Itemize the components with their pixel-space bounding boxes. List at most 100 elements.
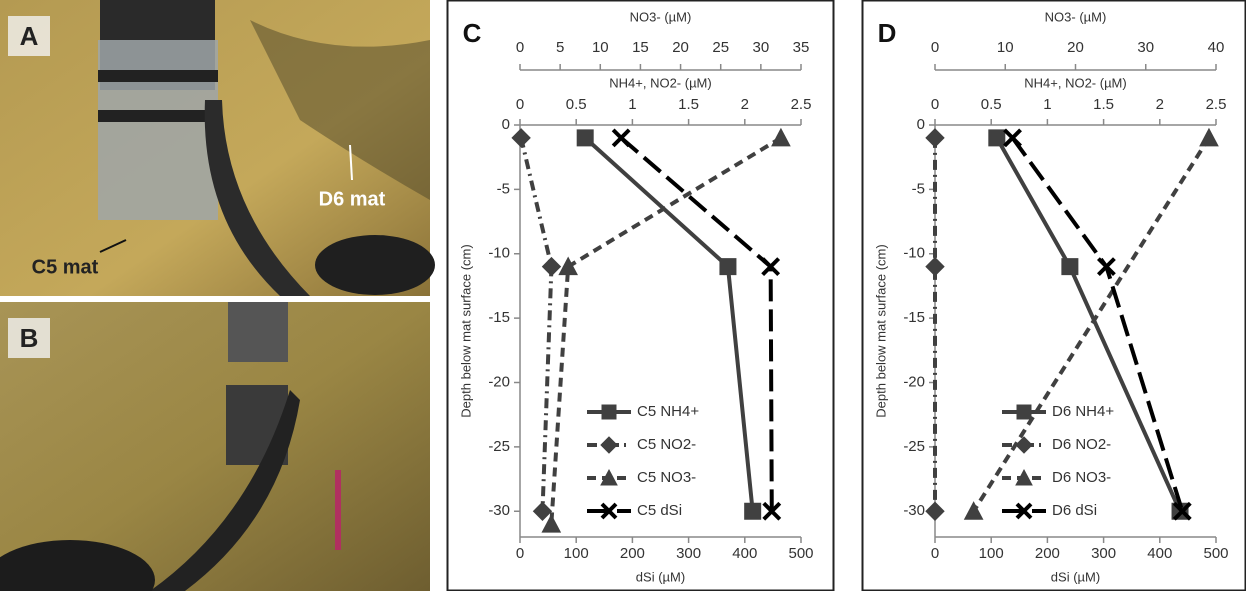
tick-label: -20 bbox=[488, 373, 510, 390]
tick-label: -25 bbox=[488, 438, 510, 455]
photo-b: B bbox=[0, 302, 430, 596]
tick-label: 100 bbox=[564, 545, 589, 562]
tick-label: 0 bbox=[931, 96, 939, 113]
photo-a: A C5 mat D6 mat bbox=[0, 0, 435, 296]
marker-cross bbox=[1096, 257, 1116, 277]
tick-label: -25 bbox=[903, 438, 925, 455]
legend-label: D6 NO2- bbox=[1052, 436, 1111, 453]
tick-label: 1 bbox=[1043, 96, 1051, 113]
tick-label: 100 bbox=[979, 545, 1004, 562]
tick-label: -30 bbox=[488, 502, 510, 519]
marker-cross bbox=[600, 502, 618, 520]
tick-label: -15 bbox=[488, 309, 510, 326]
marker-square bbox=[576, 129, 594, 147]
tick-label: 400 bbox=[1147, 545, 1172, 562]
tick-label: 10 bbox=[997, 39, 1014, 56]
tick-label: 40 bbox=[1208, 39, 1225, 56]
marker-square bbox=[1016, 404, 1032, 420]
tick-label: -5 bbox=[497, 180, 510, 197]
marker-diamond bbox=[1015, 436, 1033, 454]
marker-triangle bbox=[1015, 468, 1033, 486]
tick-label: -5 bbox=[912, 180, 925, 197]
marker-triangle bbox=[963, 501, 984, 520]
marker-diamond bbox=[541, 256, 562, 277]
axis-title: NH4+, NO2- (µM) bbox=[609, 75, 711, 90]
marker-diamond bbox=[925, 256, 945, 277]
series-line bbox=[519, 137, 554, 512]
axis-title: Depth below mat surface (cm) bbox=[458, 244, 473, 417]
axis-title: dSi (µM) bbox=[636, 569, 685, 584]
axis-title: Depth below mat surface (cm) bbox=[873, 244, 888, 417]
legend-label: C5 dSi bbox=[637, 502, 682, 519]
marker-diamond bbox=[925, 501, 945, 521]
tick-label: -20 bbox=[903, 373, 925, 390]
tick-label: 2.5 bbox=[1206, 96, 1227, 113]
marker-cross bbox=[762, 501, 782, 521]
marker-diamond bbox=[511, 128, 531, 148]
tick-label: 300 bbox=[676, 545, 701, 562]
tick-label: -10 bbox=[903, 245, 925, 262]
tick-label: 200 bbox=[620, 545, 645, 562]
panel-label: A bbox=[20, 21, 39, 51]
tick-label: 5 bbox=[556, 39, 564, 56]
marker-triangle bbox=[558, 256, 579, 276]
tick-label: 400 bbox=[732, 545, 757, 562]
marker-cross bbox=[611, 128, 631, 148]
legend-label: D6 NO3- bbox=[1052, 469, 1111, 486]
tick-label: 30 bbox=[753, 39, 770, 56]
tick-label: 2 bbox=[741, 96, 749, 113]
legend-label: C5 NO3- bbox=[637, 469, 696, 486]
tick-label: 0 bbox=[931, 39, 939, 56]
panel-label: B bbox=[20, 323, 39, 353]
tick-label: 0 bbox=[931, 545, 939, 562]
legend-label: D6 dSi bbox=[1052, 502, 1097, 519]
tick-label: 10 bbox=[592, 39, 609, 56]
photo-annotation: C5 mat bbox=[32, 256, 99, 278]
tick-label: -30 bbox=[903, 502, 925, 519]
tick-label: 25 bbox=[712, 39, 729, 56]
marker-triangle bbox=[771, 127, 791, 147]
tick-label: 1.5 bbox=[1093, 96, 1114, 113]
tick-label: 200 bbox=[1035, 545, 1060, 562]
tick-label: 0 bbox=[516, 545, 524, 562]
tick-label: 35 bbox=[793, 39, 810, 56]
panel-letter: C bbox=[463, 18, 482, 48]
legend-label: D6 NH4+ bbox=[1052, 403, 1114, 420]
marker-triangle bbox=[1199, 127, 1219, 147]
marker-square bbox=[744, 502, 762, 520]
tick-label: 1.5 bbox=[678, 96, 699, 113]
marker-cross bbox=[1015, 502, 1033, 520]
tick-label: 0 bbox=[502, 116, 510, 133]
tick-label: 15 bbox=[632, 39, 649, 56]
marker-square bbox=[601, 404, 617, 420]
marker-cross bbox=[1172, 501, 1192, 521]
legend-label: C5 NH4+ bbox=[637, 403, 699, 420]
marker-square bbox=[988, 129, 1006, 147]
legend-label: C5 NO2- bbox=[637, 436, 696, 453]
panel-letter: D bbox=[878, 18, 897, 48]
marker-diamond bbox=[532, 501, 553, 521]
tick-label: 0.5 bbox=[981, 96, 1002, 113]
tick-label: 20 bbox=[1067, 39, 1084, 56]
marker-square bbox=[1061, 258, 1079, 276]
tick-label: 500 bbox=[788, 545, 813, 562]
marker-square bbox=[719, 258, 737, 276]
tick-label: -10 bbox=[488, 245, 510, 262]
marker-diamond bbox=[925, 128, 945, 148]
tick-label: 1 bbox=[628, 96, 636, 113]
axis-title: dSi (µM) bbox=[1051, 569, 1100, 584]
series-line bbox=[995, 136, 1182, 513]
tick-label: 2.5 bbox=[791, 96, 812, 113]
tick-label: -15 bbox=[903, 309, 925, 326]
tick-label: 0.5 bbox=[566, 96, 587, 113]
tick-label: 0 bbox=[516, 39, 524, 56]
series-line bbox=[971, 136, 1211, 513]
marker-triangle bbox=[541, 514, 562, 533]
marker-cross bbox=[1003, 128, 1022, 148]
tick-label: 500 bbox=[1203, 545, 1228, 562]
axis-title: NO3- (µM) bbox=[1045, 9, 1107, 24]
axis-title: NO3- (µM) bbox=[630, 9, 692, 24]
marker-triangle bbox=[600, 468, 618, 486]
series-line bbox=[619, 136, 774, 512]
